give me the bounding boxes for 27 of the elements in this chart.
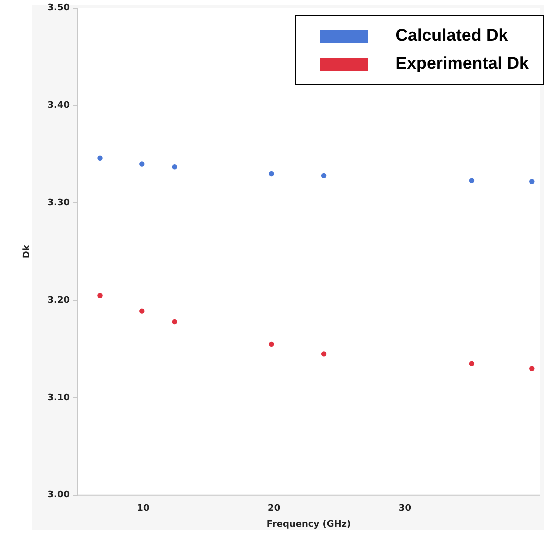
point: [269, 171, 274, 177]
y-tick-label: 3.20: [48, 296, 70, 306]
y-tick-label: 3.40: [48, 101, 70, 112]
x-tick-label: 10: [137, 504, 150, 514]
y-tick-label: 3.50: [48, 4, 70, 14]
x-axis-title: Frequency (GHz): [266, 520, 352, 530]
y-tick-label: 3.30: [48, 198, 70, 209]
point: [98, 293, 103, 298]
y-tick-label: 3.10: [48, 393, 70, 404]
point: [140, 308, 145, 314]
y-tick-label: 3.00: [48, 490, 70, 501]
point: [140, 162, 145, 167]
point: [269, 342, 274, 348]
point: [530, 366, 535, 372]
point: [469, 178, 475, 184]
point: [321, 173, 327, 179]
point: [172, 319, 178, 325]
legend-label: Calculated Dk: [396, 26, 508, 46]
x-tick-label: 30: [398, 504, 412, 514]
y-axis-title: Dk: [22, 244, 33, 259]
point: [172, 164, 178, 170]
point: [321, 352, 327, 357]
point: [469, 361, 475, 367]
point: [98, 156, 103, 161]
point: [530, 179, 535, 184]
legend-label: Experimental Dk: [396, 54, 529, 74]
x-tick-label: 20: [268, 504, 281, 514]
